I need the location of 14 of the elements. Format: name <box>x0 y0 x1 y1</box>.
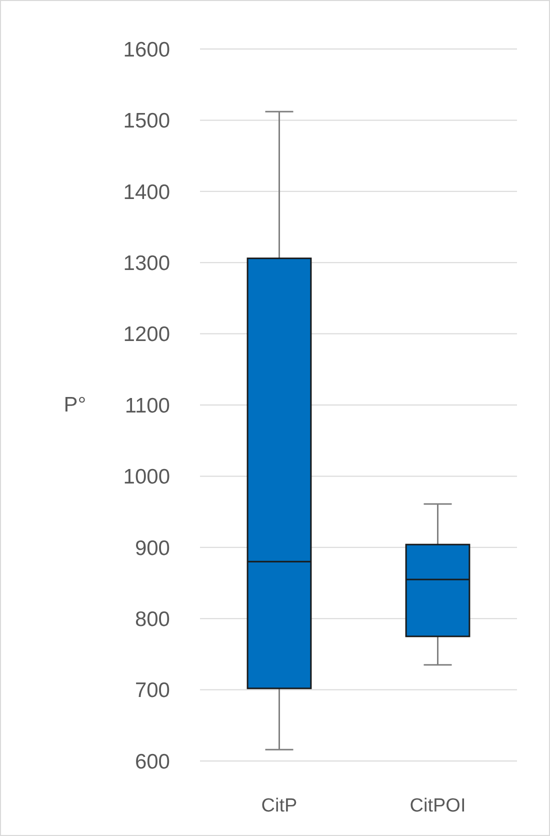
y-tick-label: 1200 <box>123 323 170 346</box>
x-tick-label: CitP <box>261 796 298 817</box>
y-tick-label: 900 <box>134 536 170 560</box>
y-tick-label: 1500 <box>123 110 170 133</box>
y-tick-label: 700 <box>134 679 170 702</box>
y-tick-label: 1600 <box>123 38 170 62</box>
y-tick-label: 1100 <box>124 394 170 418</box>
y-tick-label: 1400 <box>123 180 170 204</box>
y-tick-label: 1000 <box>123 466 170 489</box>
x-tick-label: CitPOI <box>410 796 466 817</box>
y-tick-label: 1300 <box>123 252 170 275</box>
y-tick-label: 600 <box>134 750 170 774</box>
y-axis-title: P° <box>64 393 86 416</box>
y-tick-label: 800 <box>134 608 170 631</box>
